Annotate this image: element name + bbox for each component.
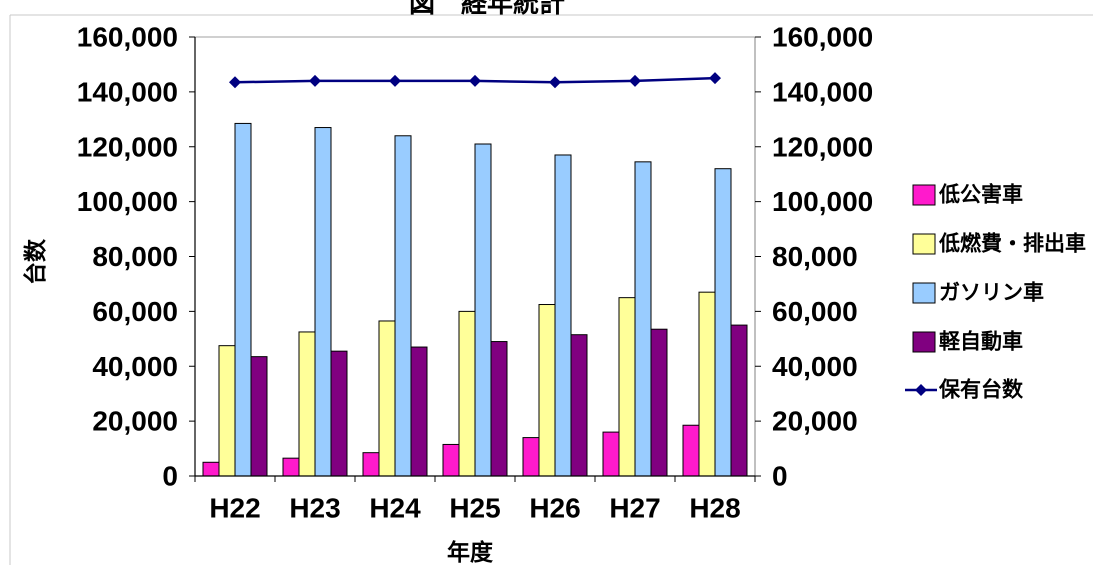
bar-s1-h26 — [522, 437, 540, 477]
y-axis-title: 台数 — [22, 238, 48, 285]
y2-tick-label: 80,000 — [772, 241, 858, 272]
line-point-h28 — [709, 72, 721, 85]
y-tick-label: 160,000 — [77, 22, 178, 53]
x-tick-label: H23 — [289, 493, 340, 524]
bar-s3-h27 — [634, 161, 652, 477]
legend-swatch-4 — [912, 331, 936, 353]
bar-s4-h26 — [570, 334, 588, 477]
line-series-group — [229, 72, 721, 89]
bar-s4-h25 — [490, 341, 508, 477]
bar-series-group — [202, 122, 748, 477]
legend-diamond-icon — [915, 384, 927, 396]
line-point-h25 — [469, 74, 481, 87]
bar-s3-h25 — [474, 143, 492, 477]
bar-s2-h24 — [378, 320, 396, 477]
x-tick-label: H26 — [529, 493, 580, 524]
bar-s2-h22 — [218, 345, 236, 477]
bar-s3-h28 — [714, 168, 732, 477]
x-tick-label: H25 — [449, 493, 500, 524]
bar-s4-h27 — [650, 328, 668, 477]
y2-tick-label: 160,000 — [772, 22, 873, 53]
y2-tick-label: 20,000 — [772, 406, 858, 437]
bar-s2-h25 — [458, 310, 476, 477]
y2-tick-label: 100,000 — [772, 186, 873, 217]
legend-label-1: 低公害車 — [938, 183, 1023, 207]
y-tick-label: 40,000 — [92, 351, 178, 382]
x-axis-title: 年度 — [447, 539, 494, 565]
legend-swatch-2 — [912, 233, 936, 255]
bar-s3-h26 — [554, 154, 572, 477]
bar-s3-h24 — [394, 135, 412, 477]
bar-s1-h28 — [682, 424, 700, 477]
x-tick-label: H22 — [209, 493, 260, 524]
y-tick-label: 0 — [162, 461, 178, 492]
line-point-h24 — [389, 74, 401, 87]
bar-s1-h27 — [602, 431, 620, 477]
bar-s3-h22 — [234, 122, 252, 477]
bar-s1-h23 — [282, 457, 300, 477]
bar-s1-h24 — [362, 452, 380, 477]
y-tick-label: 100,000 — [77, 186, 178, 217]
bar-s2-h27 — [618, 297, 636, 477]
bar-s4-h24 — [410, 346, 428, 477]
line-point-h27 — [629, 74, 641, 87]
line-point-h26 — [549, 76, 561, 89]
legend-item-4: 軽自動車 — [912, 330, 1023, 354]
legend-label-5: 保有台数 — [938, 378, 1024, 402]
y2-tick-label: 0 — [772, 461, 788, 492]
legend-label-4: 軽自動車 — [939, 330, 1023, 354]
x-tick-label: H27 — [609, 493, 660, 524]
legend: 低公害車 低燃費・排出車 ガソリン車 軽自動車 保有台数 — [905, 183, 1086, 402]
bar-s2-h23 — [298, 331, 316, 477]
y2-tick-label: 60,000 — [772, 296, 858, 327]
legend-label-2: 低燃費・排出車 — [938, 232, 1086, 256]
legend-swatch-3 — [912, 282, 936, 304]
bar-s2-h28 — [698, 291, 716, 477]
bar-s4-h28 — [730, 324, 748, 477]
line-point-h22 — [229, 76, 241, 89]
legend-item-2: 低燃費・排出車 — [912, 232, 1086, 256]
legend-item-3: ガソリン車 — [912, 282, 1044, 305]
bar-s4-h23 — [330, 350, 348, 477]
bar-s3-h23 — [314, 127, 332, 477]
y2-tick-label: 140,000 — [772, 76, 873, 107]
bar-s1-h22 — [202, 461, 220, 477]
x-axis: H22 H23 H24 H25 H26 H27 H28 — [194, 476, 756, 524]
bar-s1-h25 — [442, 443, 460, 477]
x-tick-label: H24 — [369, 493, 421, 524]
x-tick-label: H28 — [689, 493, 740, 524]
y-tick-label: 60,000 — [92, 296, 178, 327]
legend-item-5: 保有台数 — [905, 378, 1024, 402]
y2-tick-label: 120,000 — [772, 131, 873, 162]
y2-tick-label: 40,000 — [772, 351, 858, 382]
y-axis: 0 20,000 40,000 60,000 80,000 100,000 120,000 1… — [77, 22, 195, 492]
y-tick-label: 80,000 — [92, 241, 178, 272]
line-point-h23 — [309, 74, 321, 87]
y2-axis: 0 20,000 40,000 60,000 80,000 100,000 120,000 1… — [755, 22, 873, 492]
legend-swatch-1 — [912, 184, 936, 206]
chart-title: 図 経年統計 — [409, 0, 565, 18]
y-tick-label: 20,000 — [92, 406, 178, 437]
legend-item-1: 低公害車 — [912, 183, 1023, 207]
y-tick-label: 120,000 — [77, 131, 178, 162]
bar-s4-h22 — [250, 356, 268, 477]
y-tick-label: 140,000 — [77, 76, 178, 107]
legend-label-3: ガソリン車 — [939, 282, 1044, 305]
bar-s2-h26 — [538, 304, 556, 477]
